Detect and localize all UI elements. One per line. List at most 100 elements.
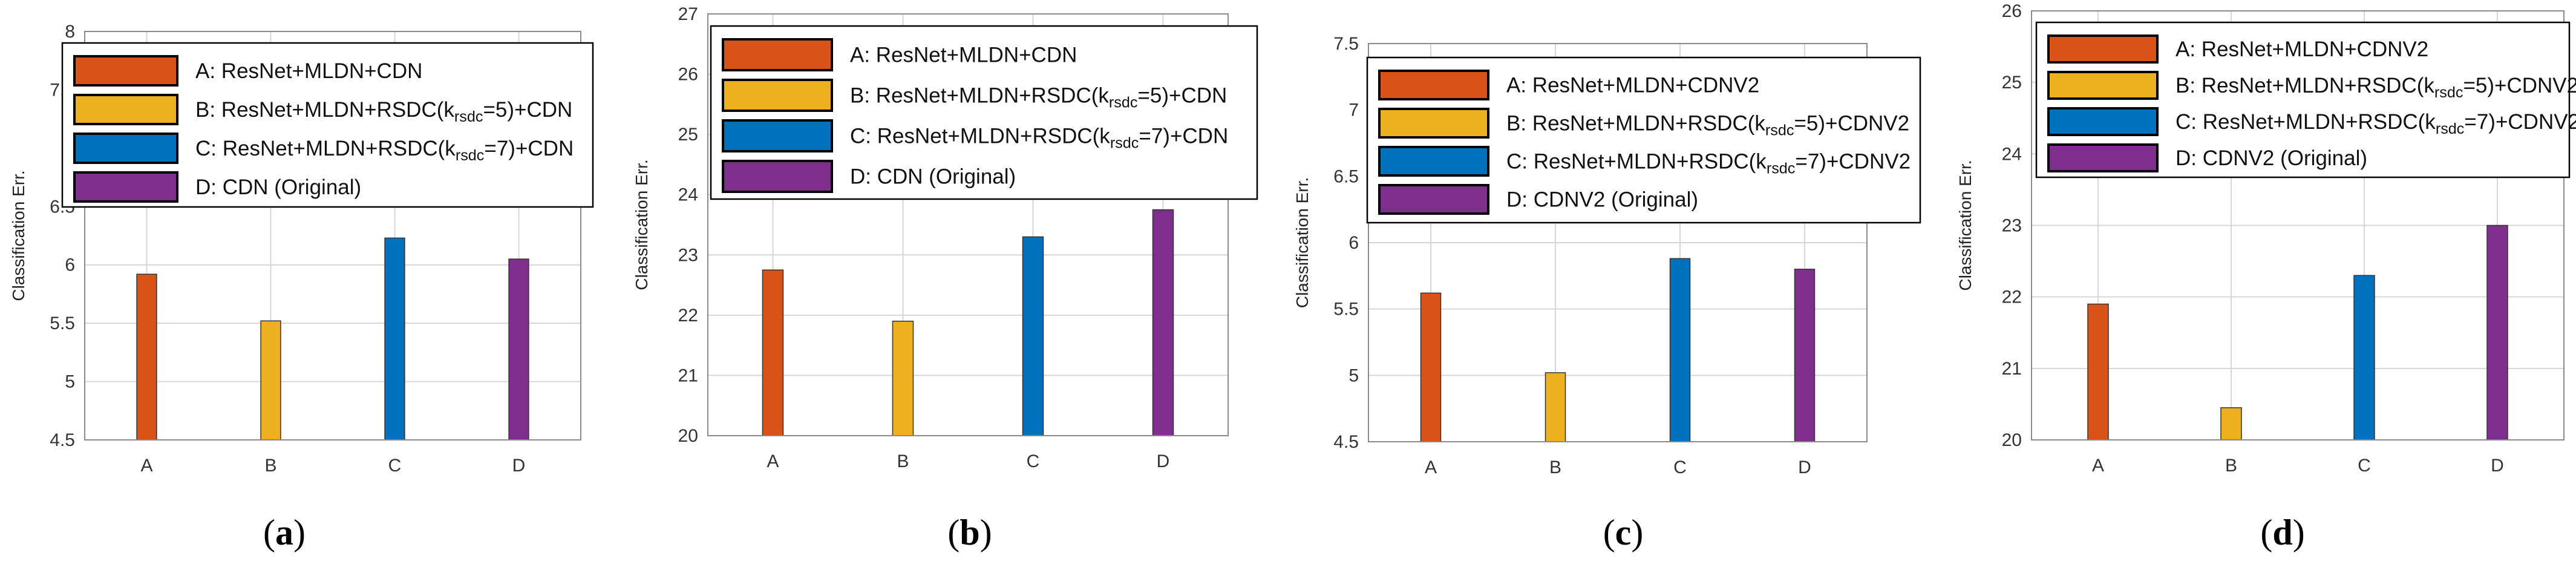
bar-c bbox=[2353, 275, 2375, 441]
legend-text-part: A: ResNet+MLDN+CDNV2 bbox=[2176, 38, 2428, 61]
bar-b bbox=[2220, 407, 2242, 441]
y-tick-label: 8 bbox=[65, 22, 75, 42]
bar-d bbox=[1152, 209, 1174, 436]
y-axis-label: Classification Err. bbox=[9, 170, 28, 301]
legend-label-b: B: ResNet+MLDN+RSDC(krsdc=5)+CDNV2 bbox=[2176, 74, 2576, 101]
x-tick-label: C bbox=[1027, 451, 1040, 471]
bar-b bbox=[1545, 372, 1566, 442]
legend-text-part: rsdc bbox=[1767, 160, 1796, 177]
legend-text-part: rsdc bbox=[454, 108, 483, 125]
x-tick-label: C bbox=[1673, 457, 1687, 477]
x-tick-label: D bbox=[512, 456, 526, 476]
legend-text-part: C: ResNet+MLDN+RSDC(k bbox=[1506, 150, 1767, 174]
legend-label-d: D: CDNV2 (Original) bbox=[2176, 146, 2367, 170]
legend-swatch-c bbox=[722, 119, 833, 152]
legend-text-part: rsdc bbox=[2434, 84, 2463, 101]
legend-text-part: B: ResNet+MLDN+RSDC(k bbox=[850, 84, 1109, 108]
figure-caption: (b) bbox=[947, 513, 992, 552]
legend-label-c: C: ResNet+MLDN+RSDC(krsdc=7)+CDNV2 bbox=[2176, 110, 2576, 137]
y-tick-label: 20 bbox=[2002, 430, 2022, 450]
x-tick-label: D bbox=[2491, 456, 2504, 476]
figure-caption: (c) bbox=[1603, 513, 1644, 552]
caption-paren-close: ) bbox=[2293, 513, 2305, 552]
legend-label-d: D: CDN (Original) bbox=[195, 175, 361, 199]
legend-text-part: B: ResNet+MLDN+RSDC(k bbox=[2176, 74, 2434, 97]
x-tick-label: D bbox=[1157, 451, 1170, 471]
legend-text-part: A: ResNet+MLDN+CDN bbox=[195, 59, 422, 83]
legend-text-part: rsdc bbox=[1110, 135, 1139, 152]
y-tick-label: 22 bbox=[678, 306, 698, 326]
legend-text-part: =7)+CDN bbox=[484, 137, 574, 160]
bar-a bbox=[136, 274, 157, 441]
y-tick-label: 5.5 bbox=[50, 313, 75, 333]
caption-letter: b bbox=[959, 513, 979, 552]
figure-caption: (d) bbox=[2260, 513, 2304, 552]
legend: A: ResNet+MLDN+CDNV2 B: ResNet+MLDN+RSDC(… bbox=[2035, 21, 2576, 179]
y-tick-label: 24 bbox=[678, 185, 698, 205]
legend-label-a: A: ResNet+MLDN+CDN bbox=[850, 44, 1077, 67]
y-tick-label: 25 bbox=[2002, 73, 2022, 93]
x-tick-label: B bbox=[264, 456, 276, 476]
y-tick-label: 4.5 bbox=[50, 430, 75, 450]
legend-text-part: C: ResNet+MLDN+RSDC(k bbox=[195, 137, 456, 160]
caption-paren-open: ( bbox=[263, 513, 275, 552]
legend-swatch-a bbox=[73, 55, 178, 87]
y-tick-label: 7 bbox=[1348, 100, 1359, 120]
legend-text-part: rsdc bbox=[456, 147, 485, 164]
y-tick-label: 26 bbox=[2002, 1, 2022, 21]
legend-swatch-d bbox=[2047, 143, 2159, 172]
bar-a bbox=[1420, 292, 1442, 442]
legend-label-d: D: CDN (Original) bbox=[850, 165, 1016, 189]
y-tick-label: 6 bbox=[65, 255, 75, 275]
legend-text-part: D: CDN (Original) bbox=[850, 165, 1016, 189]
axes-box bbox=[1368, 43, 1868, 442]
y-axis-label: Classification Err. bbox=[1293, 177, 1312, 308]
bar-a bbox=[2087, 303, 2109, 441]
y-tick-label: 6 bbox=[1348, 233, 1359, 253]
x-tick-label: B bbox=[897, 451, 909, 471]
axes-box bbox=[84, 31, 581, 441]
legend-text-part: =5)+CDNV2 bbox=[1794, 112, 1909, 136]
chart-d: 20 21 22 23 24 25 26 A B C D Classification Err. A: … bbox=[1956, 1, 2576, 552]
axes-box bbox=[707, 13, 1229, 436]
legend-text-part: B: ResNet+MLDN+RSDC(k bbox=[1506, 112, 1765, 136]
bar-b bbox=[892, 321, 914, 436]
legend-text-part: A: ResNet+MLDN+CDNV2 bbox=[1506, 74, 1759, 97]
x-tick-label: A bbox=[1425, 457, 1437, 477]
y-tick-label: 23 bbox=[2002, 216, 2022, 236]
legend-text-part: C: ResNet+MLDN+RSDC(k bbox=[2176, 110, 2436, 134]
y-tick-label: 20 bbox=[678, 426, 698, 446]
legend-text-part: rsdc bbox=[1765, 122, 1794, 139]
legend-swatch-c bbox=[73, 133, 178, 164]
legend-text-part: rsdc bbox=[2436, 120, 2465, 137]
y-tick-label: 22 bbox=[2002, 287, 2022, 307]
legend-text-part: =7)+CDNV2 bbox=[2464, 110, 2576, 134]
figure-caption: (a) bbox=[263, 513, 306, 552]
legend-swatch-b bbox=[2047, 71, 2159, 100]
y-tick-label: 6.5 bbox=[1333, 166, 1359, 186]
legend-text-part: =5)+CDN bbox=[1137, 84, 1227, 108]
y-tick-label: 24 bbox=[2002, 144, 2022, 164]
legend-swatch-b bbox=[722, 79, 833, 112]
caption-paren-close: ) bbox=[1631, 513, 1643, 552]
bar-d bbox=[1794, 269, 1816, 442]
legend-text-part: D: CDNV2 (Original) bbox=[1506, 188, 1698, 212]
x-tick-label: C bbox=[2358, 456, 2371, 476]
legend: A: ResNet+MLDN+CDNV2 B: ResNet+MLDN+RSDC(… bbox=[1366, 56, 1921, 224]
legend-swatch-b bbox=[1378, 108, 1489, 139]
caption-paren-open: ( bbox=[1603, 513, 1615, 552]
x-tick-label: A bbox=[140, 456, 152, 476]
x-tick-label: B bbox=[1549, 457, 1561, 477]
y-tick-label: 21 bbox=[678, 365, 698, 385]
caption-letter: a bbox=[275, 513, 293, 552]
caption-paren-close: ) bbox=[980, 513, 992, 552]
bar-d bbox=[2486, 224, 2508, 441]
y-tick-label: 23 bbox=[678, 245, 698, 265]
x-tick-label: A bbox=[2092, 456, 2104, 476]
legend-text-part: A: ResNet+MLDN+CDN bbox=[850, 44, 1077, 67]
caption-paren-open: ( bbox=[947, 513, 959, 552]
legend-text-part: =5)+CDN bbox=[483, 98, 572, 122]
caption-letter: d bbox=[2272, 513, 2292, 552]
y-tick-label: 5 bbox=[65, 372, 75, 392]
